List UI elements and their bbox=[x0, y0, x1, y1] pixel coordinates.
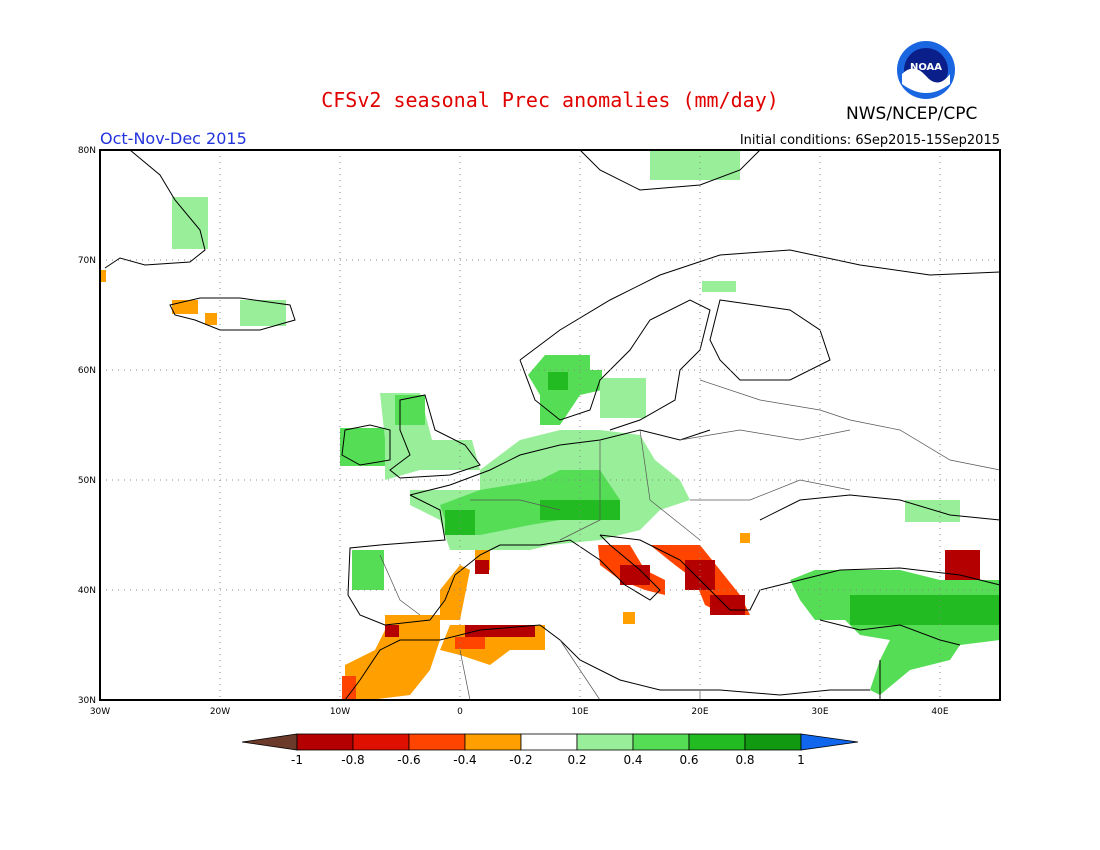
border-2 bbox=[639, 429, 701, 541]
graticule bbox=[100, 150, 1000, 700]
colorbar-label-10: 1 bbox=[797, 753, 805, 767]
anomaly-svalbard bbox=[650, 150, 740, 180]
coastlines bbox=[104, 149, 1001, 701]
finland-coast bbox=[709, 299, 831, 381]
svalbard-coast bbox=[579, 149, 761, 191]
iberia-coast bbox=[347, 494, 501, 626]
agency-label: NWS/NCEP/CPC bbox=[846, 104, 978, 124]
lat-label-80n: 80N bbox=[78, 146, 96, 156]
anomaly-greece-core bbox=[710, 595, 745, 615]
anomaly-morocco bbox=[345, 615, 440, 700]
lon-labels: 30W 20W 10W 0 10E 20E 30E 40E bbox=[90, 707, 949, 717]
initial-conditions: Initial conditions: 6Sep2015-15Sep2015 bbox=[739, 133, 1000, 148]
anomaly-sicily bbox=[623, 612, 635, 624]
lon-label-30w: 30W bbox=[90, 707, 110, 717]
colorbar-label-5: -0.2 bbox=[509, 753, 532, 767]
logo-text: NOAA bbox=[910, 62, 942, 73]
lat-labels: 80N 70N 60N 50N 40N 30N bbox=[78, 146, 96, 706]
lat-label-70n: 70N bbox=[78, 256, 96, 266]
black-sea-north-coast bbox=[759, 494, 1001, 521]
lat-label-50n: 50N bbox=[78, 476, 96, 486]
iceland-coast bbox=[169, 297, 296, 331]
lat-label-30n: 30N bbox=[78, 696, 96, 706]
colorbar-label-7: 0.4 bbox=[623, 753, 642, 767]
italy-west-coast bbox=[500, 534, 661, 601]
colorbar-bin-1 bbox=[296, 733, 354, 751]
colorbar-bin-3 bbox=[408, 733, 466, 751]
colorbar-label-6: 0.2 bbox=[567, 753, 586, 767]
map-frame bbox=[99, 149, 1001, 701]
colorbar-label-3: -0.6 bbox=[397, 753, 420, 767]
anomaly-greenland bbox=[172, 197, 208, 249]
anomaly-galicia bbox=[352, 550, 384, 590]
anomaly-iceland-sw bbox=[205, 313, 217, 325]
turkey-south-coast bbox=[819, 619, 961, 646]
colorbar-labels: -1 -0.8 -0.6 -0.4 -0.2 0.2 0.4 0.6 0.8 1 bbox=[291, 753, 805, 767]
anomaly-algeria-sub bbox=[455, 637, 485, 649]
border-3 bbox=[679, 429, 851, 441]
colorbar-low-arrow bbox=[241, 733, 298, 751]
anomaly-iceland-east bbox=[240, 300, 286, 326]
anomaly-ireland bbox=[340, 428, 390, 466]
anomaly-anatolia-core bbox=[850, 595, 1000, 625]
border-4 bbox=[699, 379, 1001, 471]
noaa-logo: NOAA bbox=[896, 40, 956, 100]
colorbar-bin-6 bbox=[576, 733, 634, 751]
colorbar-bin-7 bbox=[632, 733, 690, 751]
colorbar-bin-5 bbox=[520, 733, 578, 751]
anomaly-caucasus bbox=[945, 550, 980, 580]
anomaly-iceland-west bbox=[172, 300, 198, 314]
forecast-period: Oct-Nov-Dec 2015 bbox=[100, 129, 247, 148]
lon-label-30e: 30E bbox=[811, 707, 828, 717]
border-1 bbox=[559, 440, 601, 541]
lon-label-10w: 10W bbox=[330, 707, 350, 717]
lat-label-60n: 60N bbox=[78, 366, 96, 376]
colorbar-bin-8 bbox=[688, 733, 746, 751]
anomaly-crimea bbox=[905, 500, 960, 522]
lon-label-10e: 10E bbox=[571, 707, 588, 717]
colorbar-label-8: 0.6 bbox=[679, 753, 698, 767]
colorbar-label-4: -0.4 bbox=[453, 753, 476, 767]
anomaly-balearic bbox=[475, 560, 489, 574]
greenland-coast bbox=[104, 149, 206, 269]
ireland-coast bbox=[341, 424, 391, 466]
colorbar-label-2: -0.8 bbox=[341, 753, 364, 767]
anomaly-italy-core bbox=[620, 565, 650, 585]
lon-label-20w: 20W bbox=[210, 707, 230, 717]
border-5 bbox=[690, 479, 851, 501]
colorbar-bin-9 bbox=[744, 733, 802, 751]
colorbar bbox=[241, 733, 859, 751]
anomaly-algeria-core bbox=[465, 625, 535, 637]
colorbar-high-arrow bbox=[800, 733, 859, 751]
anomaly-norway-core bbox=[548, 372, 568, 390]
lat-label-40n: 40N bbox=[78, 586, 96, 596]
balkan-coast bbox=[599, 534, 801, 611]
anomaly-east-spain bbox=[440, 565, 470, 620]
colorbar-label-9: 0.8 bbox=[735, 753, 754, 767]
lon-label-20e: 20E bbox=[691, 707, 708, 717]
anomaly-morocco-south bbox=[342, 676, 356, 700]
colorbar-bin-4 bbox=[464, 733, 522, 751]
border-8 bbox=[459, 649, 471, 701]
political-borders bbox=[379, 379, 1001, 701]
colorbar-label-1: -1 bbox=[291, 753, 303, 767]
anomaly-bulgaria bbox=[740, 533, 750, 543]
britain-coast bbox=[389, 394, 481, 479]
scandinavia-north-coast bbox=[519, 249, 1001, 361]
anomaly-greenland-tip bbox=[100, 270, 106, 282]
turkey-north-coast bbox=[799, 567, 1001, 586]
lon-label-0: 0 bbox=[457, 707, 463, 717]
scandinavia-coast bbox=[519, 299, 711, 431]
north-european-coast bbox=[409, 429, 711, 496]
anomaly-sweden bbox=[600, 378, 646, 418]
border-6 bbox=[470, 499, 561, 511]
colorbar-bin-2 bbox=[352, 733, 410, 751]
anomaly-north-scandinavia bbox=[702, 281, 736, 292]
chart-title: CFSv2 seasonal Prec anomalies (mm/day) bbox=[321, 88, 779, 112]
border-9 bbox=[559, 639, 601, 701]
anomaly-morocco-core bbox=[385, 625, 399, 637]
lon-label-40e: 40E bbox=[931, 707, 948, 717]
border-7 bbox=[379, 554, 421, 616]
